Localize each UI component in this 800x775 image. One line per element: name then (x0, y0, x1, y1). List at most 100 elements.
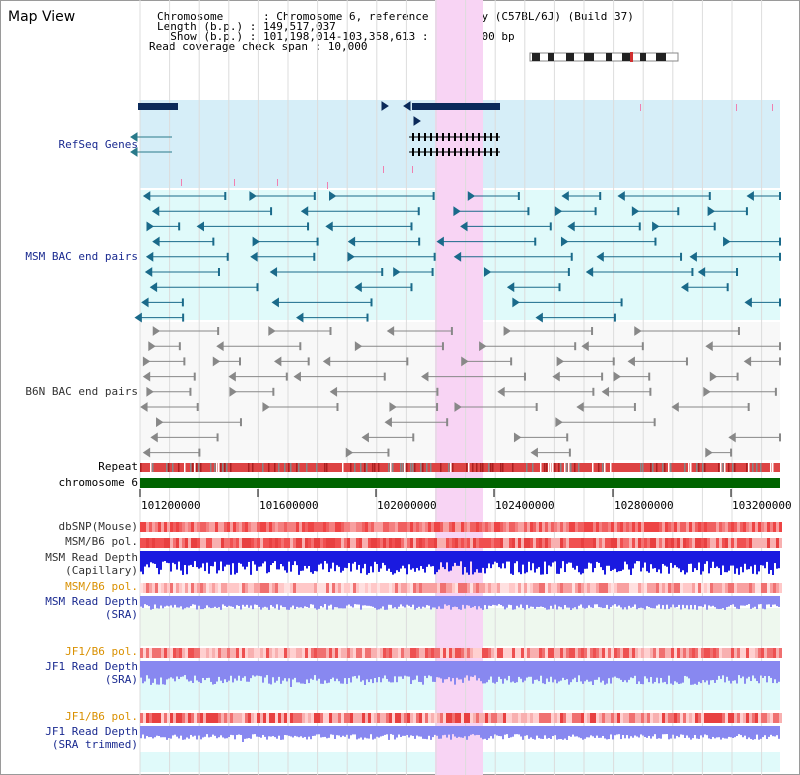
strand-arrow (634, 326, 642, 336)
track-label-msm-bac[interactable]: MSM BAC end pairs (25, 250, 138, 263)
pol-heat (236, 713, 239, 723)
pol-heat (614, 648, 617, 658)
sra-depth (238, 596, 240, 606)
repeat-element (166, 463, 168, 472)
jf1-sra-depth (176, 661, 178, 677)
bac-end (307, 222, 310, 231)
track-label-msm-b6-pol-2[interactable]: MSM/B6 pol. (65, 580, 138, 593)
pol-heat (539, 538, 542, 548)
sra-depth (352, 596, 354, 608)
pol-heat (599, 648, 602, 658)
strand-arrow (354, 341, 363, 352)
refseq-gene-bar (138, 103, 178, 110)
jf1-sra-depth (744, 661, 746, 684)
jf1-sra-depth (666, 661, 668, 685)
pol-heat (386, 583, 389, 593)
pol-heat (659, 538, 662, 548)
pol-heat (332, 538, 335, 548)
pol-heat (743, 583, 746, 593)
pol-heat (155, 538, 158, 548)
capillary-depth (526, 551, 528, 573)
pol-heat (623, 583, 626, 593)
track-label-jf1-depth-trimmed[interactable]: JF1 Read Depth (45, 725, 138, 738)
pol-heat (692, 648, 695, 658)
pol-heat (515, 538, 518, 548)
pol-heat (278, 583, 281, 593)
jf1-sra-depth (708, 661, 710, 685)
track-label-refseq[interactable]: RefSeq Genes (58, 138, 138, 151)
pol-heat (209, 648, 212, 658)
pol-heat (221, 538, 224, 548)
sra-depth (718, 596, 720, 610)
pol-heat (728, 583, 731, 593)
sra-depth (548, 596, 550, 610)
capillary-depth (742, 551, 744, 573)
pol-heat (704, 648, 707, 658)
pol-heat (164, 583, 167, 593)
jf1-trimmed-depth (358, 726, 360, 739)
track-label-jf1-b6-pol-2[interactable]: JF1/B6 pol. (65, 710, 138, 723)
dbsnp-heat (158, 522, 161, 532)
capillary-depth (496, 551, 498, 563)
pol-heat (374, 583, 377, 593)
sra-depth (242, 596, 244, 605)
track-label-msm-b6-pol[interactable]: MSM/B6 pol. (65, 535, 138, 548)
pol-heat (479, 648, 482, 658)
capillary-depth (418, 551, 420, 571)
sra-depth (420, 596, 422, 609)
pol-heat (431, 648, 434, 658)
pol-heat (230, 538, 233, 548)
pol-heat (224, 713, 227, 723)
pol-heat (377, 648, 380, 658)
capillary-depth (726, 551, 728, 573)
track-label-jf1-b6-pol[interactable]: JF1/B6 pol. (65, 645, 138, 658)
repeat-element (548, 463, 550, 472)
jf1-trimmed-depth (418, 726, 420, 737)
jf1-trimmed-depth (624, 726, 626, 739)
jf1-trimmed-depth (270, 726, 272, 737)
pol-heat (581, 648, 584, 658)
pol-heat (650, 583, 653, 593)
track-label-msm-depth-sra[interactable]: MSM Read Depth (45, 595, 138, 608)
pol-heat (473, 648, 476, 658)
dbsnp-heat (446, 522, 449, 532)
pol-heat (314, 583, 317, 593)
jf1-trimmed-depth (300, 726, 302, 737)
pol-heat (239, 538, 242, 548)
pol-heat (353, 583, 356, 593)
track-label-jf1-depth-sra[interactable]: JF1 Read Depth (45, 660, 138, 673)
jf1-trimmed-depth (362, 726, 364, 740)
capillary-depth (562, 551, 564, 562)
track-label-repeat[interactable]: Repeat (98, 460, 138, 473)
jf1-sra-depth (434, 661, 436, 682)
jf1-sra-depth (658, 661, 660, 684)
jf1-sra-depth (600, 661, 602, 683)
jf1-trimmed-depth (686, 726, 688, 736)
jf1-sra-depth (688, 661, 690, 679)
bac-end (570, 252, 573, 261)
pol-heat (479, 713, 482, 723)
track-label-b6n-bac[interactable]: B6N BAC end pairs (25, 385, 138, 398)
repeat-element (502, 463, 504, 472)
pol-heat (683, 583, 686, 593)
pol-heat (365, 538, 368, 548)
repeat-element (564, 463, 566, 472)
capillary-depth (210, 551, 212, 567)
track-label-dbsnp[interactable]: dbSNP(Mouse) (58, 520, 138, 533)
track-label-msm-depth-capillary[interactable]: MSM Read Depth (45, 551, 138, 564)
jf1-trimmed-depth (162, 726, 164, 738)
dbsnp-heat (521, 522, 524, 532)
track-label-chromosome[interactable]: chromosome 6 (58, 476, 138, 489)
sra-depth (440, 596, 442, 609)
sra-depth (320, 596, 322, 607)
sra-depth (192, 596, 194, 605)
pol-heat (251, 538, 254, 548)
pol-heat (692, 713, 695, 723)
pol-heat (644, 538, 647, 548)
pol-heat (236, 648, 239, 658)
sra-depth (498, 596, 500, 605)
jf1-trimmed-depth (188, 726, 190, 739)
capillary-depth (576, 551, 578, 566)
dbsnp-heat (164, 522, 167, 532)
